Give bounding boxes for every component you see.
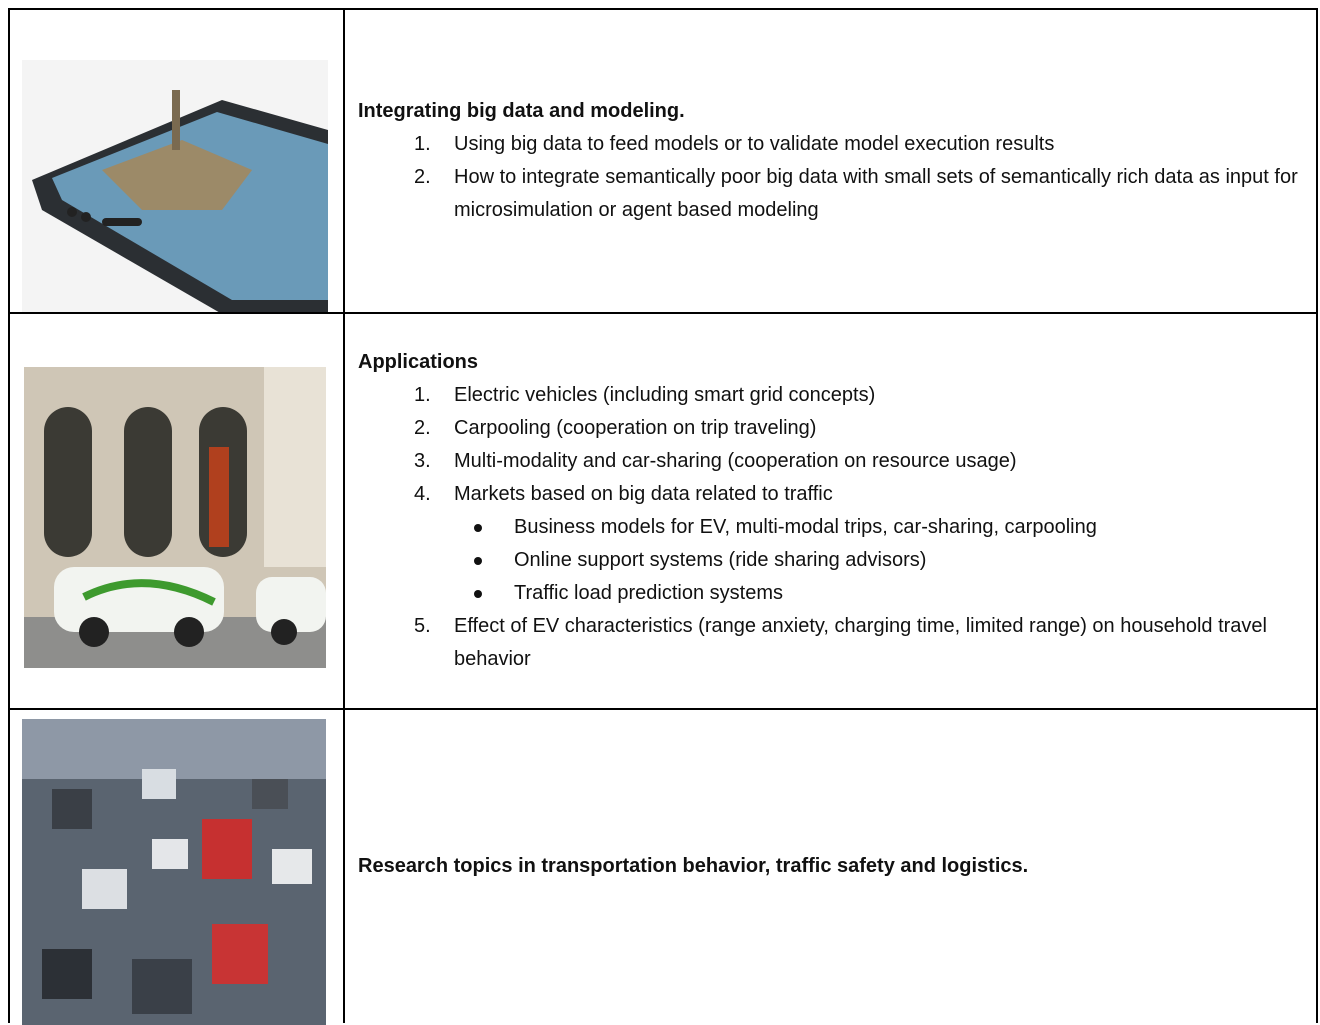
list-item: 1. Using big data to feed models or to va… bbox=[358, 128, 1313, 161]
heading: Research topics in transportation behavi… bbox=[358, 855, 1029, 877]
table-row: Research topics in transportation behavi… bbox=[8, 708, 1318, 1025]
ev-image bbox=[24, 367, 326, 668]
item-text: Markets based on big data related to tra… bbox=[454, 483, 833, 505]
list-item: 3. Multi-modality and car-sharing (cooper… bbox=[358, 445, 1313, 478]
item-number: 1. bbox=[414, 384, 431, 406]
heading: Integrating big data and modeling. bbox=[358, 100, 685, 122]
item-number: 4. bbox=[414, 483, 431, 505]
item-text: Carpooling (cooperation on trip travelin… bbox=[454, 417, 817, 439]
table-cell: Research topics in transportation behavi… bbox=[345, 710, 1316, 1023]
table-border bbox=[8, 8, 10, 1023]
bullet bbox=[468, 511, 514, 544]
table-border bbox=[343, 8, 345, 1023]
bullet-text: Online support systems (ride sharing adv… bbox=[514, 549, 927, 571]
traffic-image bbox=[22, 719, 326, 1025]
bullet bbox=[468, 544, 514, 577]
list-item: 2. Carpooling (cooperation on trip travel… bbox=[358, 412, 1313, 445]
item-number: 3. bbox=[414, 450, 431, 472]
list-item: 5. Effect of EV characteristics (range an… bbox=[358, 610, 1313, 676]
bullet-item: Traffic load prediction systems bbox=[358, 577, 1313, 610]
bullet-item: Online support systems (ride sharing adv… bbox=[358, 544, 1313, 577]
bullet-text: Traffic load prediction systems bbox=[514, 582, 783, 604]
list-item: 4. Markets based on big data related to t… bbox=[358, 478, 1313, 511]
cell-content: Integrating big data and modeling. 1. Usin… bbox=[345, 95, 1313, 227]
table-cell: Integrating big data and modeling. 1. Usin… bbox=[345, 10, 1316, 312]
item-text: How to integrate semantically poor big d… bbox=[454, 166, 1298, 221]
item-text: Effect of EV characteristics (range anxi… bbox=[454, 615, 1267, 670]
cell-content: Applications 1. Electric vehicles (includi… bbox=[345, 346, 1313, 676]
cell-content: Research topics in transportation behavi… bbox=[345, 850, 1313, 883]
bullet-text: Business models for EV, multi-modal trip… bbox=[514, 516, 1097, 538]
list-item: 1. Electric vehicles (including smart gri… bbox=[358, 379, 1313, 412]
item-text: Electric vehicles (including smart grid … bbox=[454, 384, 876, 406]
table-cell: Applications 1. Electric vehicles (includi… bbox=[345, 314, 1316, 708]
heading: Applications bbox=[358, 351, 479, 373]
item-number: 2. bbox=[414, 166, 431, 188]
item-number: 2. bbox=[414, 417, 431, 439]
item-number: 1. bbox=[414, 133, 431, 155]
item-text: Using big data to feed models or to vali… bbox=[454, 133, 1055, 155]
phone-image bbox=[22, 60, 328, 314]
table-row: Integrating big data and modeling. 1. Usin… bbox=[8, 8, 1318, 314]
table-row: Applications 1. Electric vehicles (includi… bbox=[8, 312, 1318, 708]
bullet bbox=[468, 577, 514, 610]
bullet-item: Business models for EV, multi-modal trip… bbox=[358, 511, 1313, 544]
item-text: Multi-modality and car-sharing (cooperat… bbox=[454, 450, 1017, 472]
item-number: 5. bbox=[414, 615, 431, 637]
list-item: 2. How to integrate semantically poor big… bbox=[358, 161, 1313, 227]
